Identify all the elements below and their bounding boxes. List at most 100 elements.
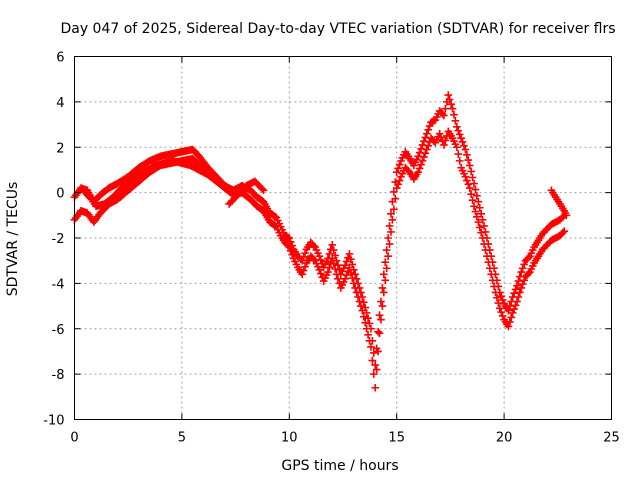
y-tick-label: 2 [56, 141, 64, 156]
data-point [334, 275, 342, 283]
data-points [70, 91, 571, 392]
data-point [441, 136, 450, 145]
data-point [359, 312, 368, 321]
data-point [367, 343, 375, 351]
data-point [334, 261, 342, 270]
data-point [417, 160, 425, 169]
data-point [339, 278, 348, 286]
data-point [541, 226, 550, 235]
x-tick-label: 0 [70, 431, 78, 446]
data-point [474, 218, 483, 226]
data-series [225, 177, 268, 208]
data-point [275, 219, 284, 228]
data-point [507, 297, 516, 306]
data-point [450, 110, 458, 119]
data-point [425, 122, 434, 130]
data-point [271, 221, 279, 230]
data-point [354, 279, 362, 288]
data-point [375, 311, 384, 319]
y-tick-label: -6 [52, 323, 65, 338]
data-point [301, 262, 309, 271]
data-point [288, 241, 296, 250]
data-point [377, 315, 385, 324]
y-tick-label: -4 [52, 277, 65, 292]
data-point [421, 133, 430, 142]
data-point [455, 130, 464, 139]
data-point [475, 203, 484, 212]
data-point [359, 298, 368, 307]
data-point [381, 258, 390, 266]
data-point [367, 324, 375, 333]
y-tick-label: -8 [52, 368, 65, 383]
data-point [455, 157, 464, 165]
data-point [371, 383, 380, 392]
data-point [347, 255, 355, 263]
data-point [473, 191, 481, 200]
data-point [372, 344, 381, 353]
x-axis-label: GPS time / hours [281, 458, 398, 474]
data-point [358, 293, 367, 301]
data-point [444, 91, 453, 99]
data-point [395, 160, 404, 169]
data-point [507, 313, 516, 322]
data-point [364, 331, 372, 339]
data-point [467, 190, 475, 198]
data-point [395, 176, 404, 185]
data-point [385, 222, 394, 230]
data-point [368, 356, 377, 365]
data-point [520, 260, 528, 269]
data-point [332, 256, 341, 265]
data-point [365, 319, 374, 328]
data-point [447, 100, 455, 108]
data-point [404, 166, 412, 175]
data-point [232, 192, 241, 201]
x-tick-labels: 0 5 10 15 20 25 [70, 431, 619, 446]
data-point [314, 249, 322, 257]
data-point [369, 349, 378, 357]
data-point [412, 155, 421, 164]
data-point [465, 161, 474, 170]
data-point [351, 270, 359, 279]
data-point [471, 207, 480, 216]
data-point [347, 268, 355, 277]
data-point [381, 276, 390, 285]
data-point [211, 174, 219, 183]
data-point [528, 246, 537, 254]
data-point [322, 257, 331, 266]
data-point [391, 194, 400, 203]
x-tick-label: 25 [603, 431, 620, 446]
y-tick-label: 0 [56, 187, 64, 202]
y-tick-label: -10 [43, 414, 64, 429]
data-point [384, 234, 392, 242]
data-point [463, 151, 471, 159]
data-point [358, 306, 367, 315]
data-point [471, 185, 480, 194]
data-point [387, 210, 395, 218]
data-point [374, 327, 382, 336]
data-point [468, 173, 477, 182]
data-point [493, 276, 501, 285]
data-point [491, 270, 500, 279]
data-point [537, 231, 546, 240]
data-point [378, 284, 387, 292]
data-point [357, 288, 365, 297]
data-point [470, 202, 478, 211]
data-point [559, 228, 567, 237]
data-point [380, 270, 388, 279]
data-point [390, 205, 398, 214]
data-point [451, 140, 460, 149]
x-tick-label: 15 [388, 431, 405, 446]
data-point [357, 302, 365, 310]
data-point [348, 260, 357, 269]
data-point [561, 209, 570, 217]
data-point [404, 152, 412, 161]
data-point [494, 282, 503, 291]
data-point [329, 246, 338, 254]
data-point [388, 197, 397, 206]
data-point [438, 110, 447, 118]
data-point [470, 179, 478, 188]
data-point [385, 240, 394, 248]
data-point [468, 196, 477, 204]
data-point [485, 246, 494, 254]
chart-title: Day 047 of 2025, Sidereal Day-to-day VTE… [60, 21, 615, 37]
